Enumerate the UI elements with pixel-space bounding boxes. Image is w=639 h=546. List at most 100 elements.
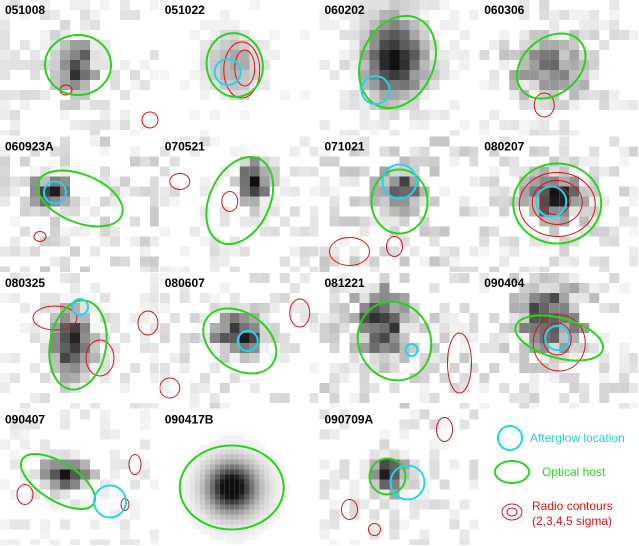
optical-host (36, 169, 124, 228)
pixel (539, 323, 550, 333)
pixel (279, 489, 285, 495)
pixel (40, 40, 50, 50)
pixel (439, 136, 450, 147)
pixel (259, 459, 265, 465)
pixel (439, 323, 450, 333)
pixel (20, 60, 30, 70)
pixel (100, 136, 110, 147)
pixel (60, 156, 70, 167)
pixel (259, 444, 265, 450)
pixel (239, 469, 245, 475)
pixel (389, 343, 400, 353)
panel-label: 060202 (325, 3, 365, 17)
pixel (449, 459, 460, 470)
pixel (20, 100, 30, 110)
pixel (120, 333, 130, 343)
pixel (214, 469, 220, 475)
pixel (439, 333, 450, 343)
pixel (349, 60, 360, 70)
pixel (140, 403, 150, 409)
pixel (189, 509, 195, 515)
pixel (619, 283, 630, 293)
pixel (150, 0, 159, 10)
pixel (529, 120, 540, 130)
pixel (579, 10, 590, 20)
pixel (50, 343, 60, 353)
pixel (204, 529, 210, 535)
pixel (319, 519, 330, 530)
pixel (379, 40, 390, 50)
pixel (519, 363, 530, 373)
pixel (239, 479, 245, 485)
pixel (150, 529, 159, 540)
afterglow (404, 343, 419, 357)
pixel (209, 246, 220, 257)
pixel (329, 246, 340, 257)
pixel (229, 479, 235, 485)
pixel (274, 514, 280, 520)
pixel (234, 489, 240, 495)
pixel (389, 100, 400, 110)
pixel (399, 196, 410, 207)
pixel (199, 130, 210, 136)
pixel (379, 283, 390, 293)
pixel (80, 303, 90, 313)
pixel (599, 40, 610, 50)
pixel (459, 266, 470, 272)
pixel (214, 449, 220, 455)
pixel (579, 206, 590, 217)
pixel (184, 504, 190, 510)
pixel (509, 156, 520, 167)
pixel (0, 146, 10, 157)
pixel (234, 524, 240, 530)
pixel (529, 323, 540, 333)
pixel (349, 0, 360, 10)
pixel (519, 323, 530, 333)
pixel (239, 459, 245, 465)
panel: 070521 (159, 136, 319, 272)
pixel (529, 176, 540, 187)
panel-label: 071021 (325, 140, 365, 154)
pixel (0, 479, 10, 490)
pixel (579, 196, 590, 207)
pixel (539, 353, 550, 363)
pixel (249, 176, 260, 187)
pixel (229, 499, 235, 505)
pixel (50, 40, 60, 50)
pixel (559, 236, 570, 247)
pixel (80, 353, 90, 363)
pixel (239, 246, 250, 257)
pixel (559, 186, 570, 197)
pixel (499, 236, 510, 247)
pixel (209, 509, 215, 515)
pixel (479, 343, 490, 353)
pixel (359, 216, 370, 227)
pixel (254, 504, 260, 510)
pixel (20, 429, 30, 440)
pixel (329, 186, 340, 197)
pixel (150, 273, 159, 283)
pixel (120, 186, 130, 197)
panel: 060923A (0, 136, 159, 272)
pixel (309, 216, 319, 227)
pixel (70, 50, 80, 60)
radio-contour (221, 191, 239, 212)
pixel (409, 176, 420, 187)
pixel (609, 303, 620, 313)
pixel (40, 479, 50, 490)
pixel (269, 474, 275, 480)
panel-label: 070521 (165, 140, 205, 154)
pixel (189, 504, 195, 510)
panel: 090417B (165, 413, 290, 545)
pixel (499, 40, 510, 50)
pixel (110, 323, 120, 333)
pixel (459, 383, 470, 393)
pixel (199, 383, 210, 393)
pixel (244, 479, 250, 485)
pixel (399, 449, 410, 460)
pixel (269, 226, 280, 237)
pixel (369, 343, 380, 353)
pixel (379, 333, 390, 343)
pixel (60, 353, 70, 363)
pixel (549, 196, 560, 207)
